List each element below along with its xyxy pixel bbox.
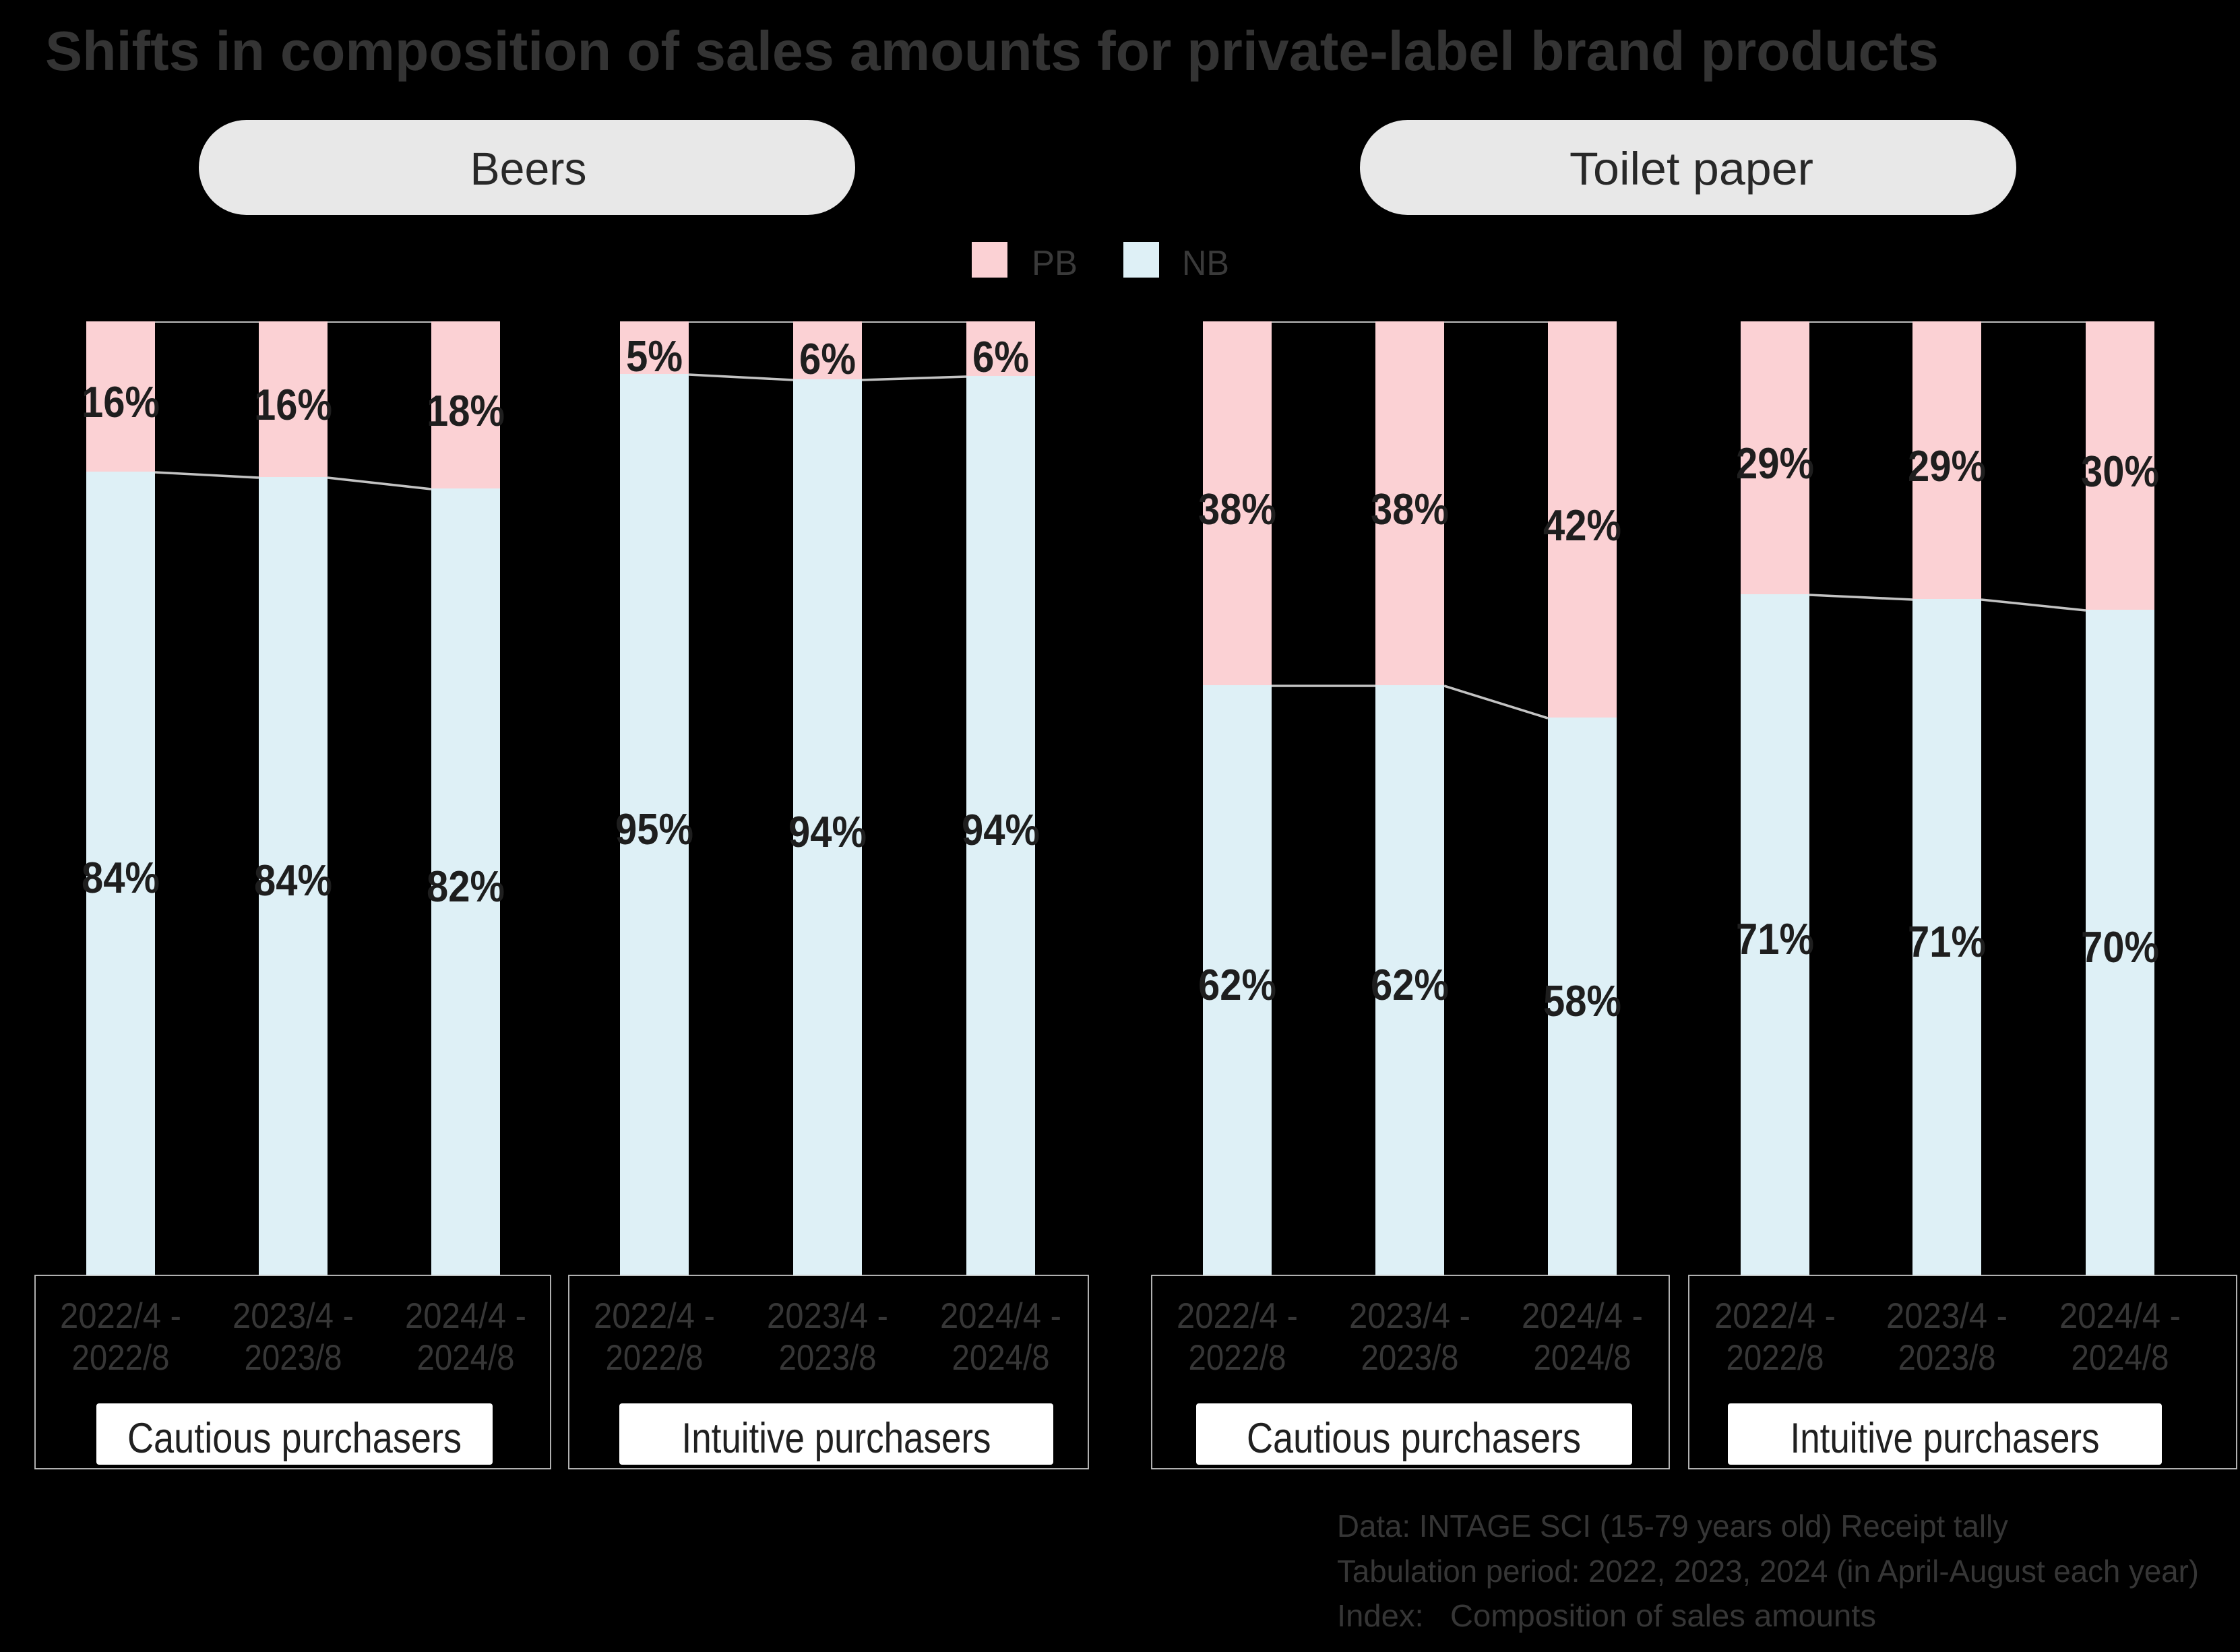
svg-text:18%: 18% <box>427 386 505 435</box>
svg-text:2024/4 -: 2024/4 - <box>940 1296 1061 1336</box>
svg-text:2024/4 -: 2024/4 - <box>405 1296 526 1336</box>
svg-text:42%: 42% <box>1543 501 1621 550</box>
svg-text:95%: 95% <box>615 804 693 854</box>
svg-text:Toilet paper: Toilet paper <box>1569 143 1813 195</box>
svg-text:Cautious purchasers: Cautious purchasers <box>127 1415 462 1462</box>
svg-text:2023/4 -: 2023/4 - <box>1886 1296 2008 1336</box>
svg-text:2023/4 -: 2023/4 - <box>232 1296 354 1336</box>
svg-text:94%: 94% <box>788 807 867 856</box>
svg-text:Data: INTAGE SCI (15-79 years: Data: INTAGE SCI (15-79 years old) Recei… <box>1337 1508 2008 1544</box>
svg-text:16%: 16% <box>82 377 160 426</box>
svg-text:58%: 58% <box>1543 976 1621 1025</box>
svg-text:2023/8: 2023/8 <box>779 1338 877 1378</box>
svg-text:Beers: Beers <box>470 143 587 195</box>
svg-text:Intuitive purchasers: Intuitive purchasers <box>682 1415 991 1462</box>
svg-text:70%: 70% <box>2081 922 2159 972</box>
svg-text:62%: 62% <box>1198 960 1276 1009</box>
svg-text:2022/4 -: 2022/4 - <box>1177 1296 1298 1336</box>
svg-text:2023/4 -: 2023/4 - <box>1349 1296 1470 1336</box>
svg-text:Shifts in composition of sales: Shifts in composition of sales amounts f… <box>45 20 1939 82</box>
svg-text:NB: NB <box>1182 244 1229 283</box>
svg-text:2022/8: 2022/8 <box>1189 1338 1286 1378</box>
svg-text:6%: 6% <box>972 332 1029 381</box>
svg-text:2024/4 -: 2024/4 - <box>2059 1296 2181 1336</box>
svg-text:2022/4 -: 2022/4 - <box>594 1296 715 1336</box>
svg-text:94%: 94% <box>962 805 1040 854</box>
svg-text:38%: 38% <box>1198 484 1276 534</box>
svg-text:2023/8: 2023/8 <box>1361 1338 1459 1378</box>
svg-text:71%: 71% <box>1736 914 1814 963</box>
svg-text:2023/4 -: 2023/4 - <box>767 1296 888 1336</box>
svg-text:2022/8: 2022/8 <box>1726 1338 1824 1378</box>
svg-text:2023/8: 2023/8 <box>245 1338 342 1378</box>
svg-text:Index: Composition of sales: Index: Composition of sales amounts <box>1337 1598 1876 1633</box>
svg-text:2022/4 -: 2022/4 - <box>60 1296 181 1336</box>
svg-text:2024/8: 2024/8 <box>2072 1338 2169 1378</box>
svg-text:PB: PB <box>1032 244 1078 283</box>
svg-text:2024/8: 2024/8 <box>417 1338 515 1378</box>
svg-text:2022/8: 2022/8 <box>606 1338 704 1378</box>
svg-text:2024/4 -: 2024/4 - <box>1522 1296 1643 1336</box>
svg-text:2022/8: 2022/8 <box>72 1338 170 1378</box>
svg-text:2022/4 -: 2022/4 - <box>1714 1296 1836 1336</box>
svg-text:84%: 84% <box>254 856 332 905</box>
svg-text:2023/8: 2023/8 <box>1898 1338 1996 1378</box>
svg-text:71%: 71% <box>1908 917 1986 966</box>
svg-text:84%: 84% <box>82 853 160 902</box>
svg-text:16%: 16% <box>254 380 332 429</box>
svg-text:Cautious purchasers: Cautious purchasers <box>1247 1415 1581 1462</box>
svg-text:82%: 82% <box>427 862 505 911</box>
svg-text:38%: 38% <box>1371 484 1449 534</box>
svg-text:62%: 62% <box>1371 960 1449 1009</box>
svg-text:30%: 30% <box>2081 447 2159 496</box>
svg-text:Tabulation period: 2022, 2023,: Tabulation period: 2022, 2023, 2024 (in … <box>1337 1554 2199 1589</box>
svg-text:2024/8: 2024/8 <box>952 1338 1050 1378</box>
svg-text:6%: 6% <box>799 334 856 383</box>
svg-text:Intuitive purchasers: Intuitive purchasers <box>1791 1415 2100 1462</box>
svg-text:2024/8: 2024/8 <box>1534 1338 1631 1378</box>
svg-text:5%: 5% <box>626 331 683 381</box>
svg-text:29%: 29% <box>1908 441 1986 490</box>
svg-text:29%: 29% <box>1736 439 1814 488</box>
